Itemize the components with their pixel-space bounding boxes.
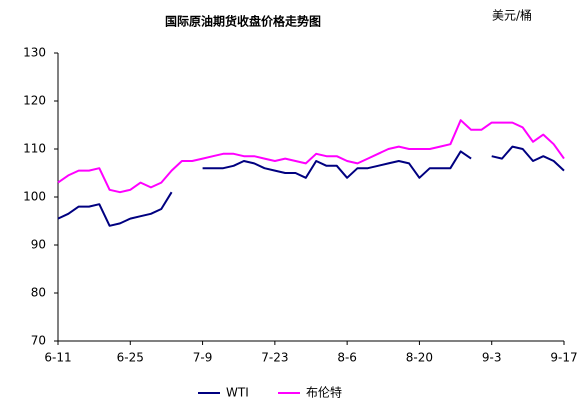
y-tick-label: 110: [23, 142, 46, 156]
y-tick-label: 70: [31, 334, 46, 348]
series-line: [57, 119, 565, 194]
legend-label: WTI: [226, 386, 249, 400]
x-tick-label: 8-6: [337, 351, 357, 365]
legend-label: 布伦特: [306, 385, 342, 400]
chart-title: 国际原油期货收盘价格走势图: [165, 14, 321, 29]
y-tick-label: 90: [31, 238, 46, 252]
x-tick-label: 6-11: [44, 351, 71, 365]
unit-label: 美元/桶: [492, 8, 532, 23]
y-tick-label: 100: [23, 190, 46, 204]
x-tick-label: 6-25: [117, 351, 144, 365]
x-tick-label: 9-17: [550, 351, 577, 365]
x-tick-label: 8-20: [406, 351, 433, 365]
series-line: [57, 145, 565, 227]
y-tick-label: 130: [23, 46, 46, 60]
y-tick-label: 80: [31, 286, 46, 300]
x-tick-label: 9-3: [482, 351, 502, 365]
x-tick-label: 7-9: [193, 351, 213, 365]
x-tick-label: 7-23: [261, 351, 288, 365]
y-tick-label: 120: [23, 94, 46, 108]
